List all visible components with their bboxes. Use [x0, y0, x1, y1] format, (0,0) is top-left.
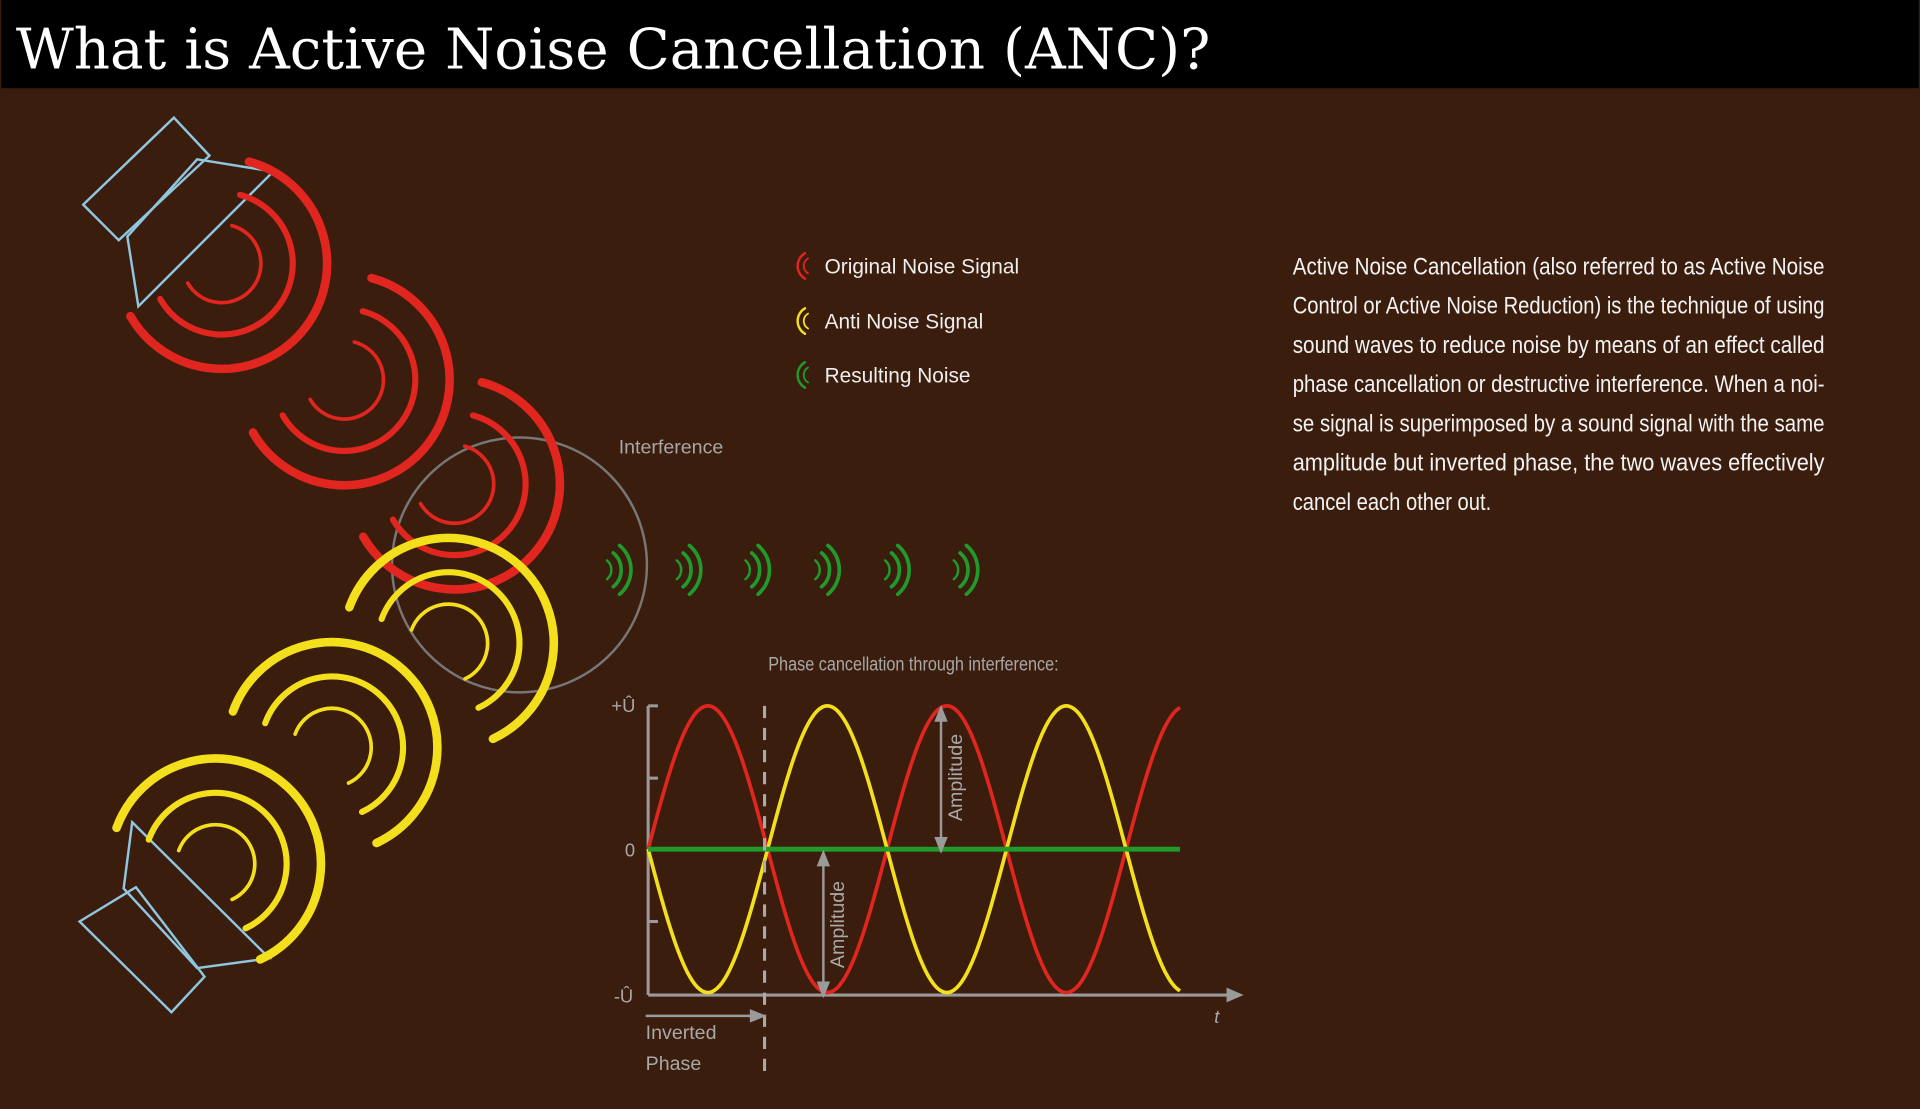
- amplitude-label-upper: Amplitude: [945, 734, 967, 821]
- speaker-top-icon: [81, 115, 276, 309]
- inverted-phase-label-1: Inverted: [646, 1022, 717, 1044]
- resulting-noise-wave-arc: [605, 559, 613, 581]
- legend-wave-icon: [796, 307, 807, 336]
- legend-wave-icon: [796, 361, 807, 389]
- resulting-noise-wave-arc: [687, 543, 703, 597]
- x-axis-label: t: [1214, 1006, 1220, 1027]
- legend-label-result: Resulting Noise: [825, 364, 971, 387]
- description-paragraph: Active Noise Cancellation (also referred…: [1293, 253, 1825, 515]
- amplitude-arrow-upper: [934, 704, 948, 854]
- resulting-noise-wave-arc: [675, 559, 683, 581]
- y-tick-zero: 0: [625, 840, 635, 861]
- resulting-noise-wave-arc: [744, 559, 752, 581]
- original-noise-wave-arc: [185, 223, 263, 305]
- resulting-noise-wave-arc: [895, 543, 911, 597]
- legend-wave-icon: [802, 366, 809, 384]
- anti-noise-wave-arc: [378, 569, 523, 711]
- legend: Original Noise Signal Anti Noise Signal …: [796, 251, 1019, 389]
- resulting-noise-wave-arc: [611, 551, 624, 589]
- resulting-noise-wave-arc: [958, 551, 970, 589]
- amplitude-label-lower: Amplitude: [827, 881, 849, 968]
- anti-noise-wave: [646, 703, 1182, 995]
- description-line: phase cancellation or destructive interf…: [1293, 371, 1825, 398]
- inverted-phase-arrow: [645, 1009, 767, 1023]
- amplitude-arrow-lower: [816, 849, 831, 999]
- description-line: Active Noise Cancellation (also referred…: [1293, 253, 1825, 280]
- original-noise-wave: [646, 703, 1182, 995]
- original-noise-wave-arc: [248, 273, 454, 490]
- waveform-diagram: Phase cancellation through interference:…: [611, 653, 1244, 1075]
- interference-label: Interference: [619, 436, 724, 458]
- description-line: amplitude but inverted phase, the two wa…: [1293, 450, 1825, 477]
- anti-noise-wave-arc: [112, 754, 326, 964]
- header-bar: [1, 0, 1919, 89]
- original-noise-wave-arc: [279, 308, 419, 454]
- original-noise-wave-arc: [389, 412, 529, 559]
- anti-noise-wave-arc: [176, 822, 257, 902]
- x-axis: [648, 987, 1244, 1003]
- resulting-noise-wave-arc: [756, 543, 772, 597]
- sound-waves: [112, 157, 980, 964]
- anti-noise-wave-arc: [228, 637, 442, 848]
- legend-wave-icon: [802, 312, 809, 330]
- anti-noise-wave-arc: [145, 789, 290, 932]
- description-line: sound waves to reduce noise by means of …: [1293, 332, 1825, 359]
- resulting-noise-wave-arc: [889, 551, 902, 589]
- original-noise-wave-arc: [418, 444, 496, 526]
- arrow-head-icon: [1226, 987, 1244, 1003]
- resulting-noise-wave-arc: [681, 551, 693, 589]
- resulting-noise-wave-arc: [749, 551, 762, 589]
- description-line: cancel each other out.: [1293, 489, 1492, 516]
- y-tick-min: -Û: [614, 985, 633, 1006]
- legend-wave-icon: [796, 251, 807, 280]
- resulting-noise-wave-arc: [617, 543, 633, 597]
- page-title: What is Active Noise Cancellation (ANC)?: [16, 18, 1211, 83]
- legend-wave-icon: [802, 257, 809, 275]
- original-noise-wave-arc: [157, 191, 296, 338]
- original-noise-wave-arc: [358, 377, 565, 594]
- inverted-phase-label-2: Phase: [646, 1053, 702, 1075]
- resulting-noise-wave-arc: [819, 551, 832, 589]
- legend-label-anti: Anti Noise Signal: [825, 310, 984, 333]
- anti-noise-wave-arc: [345, 533, 559, 744]
- description-line: se signal is superimposed by a sound sig…: [1293, 410, 1825, 437]
- description-line: Control or Active Noise Reduction) is th…: [1293, 293, 1825, 320]
- resulting-noise-wave-arc: [883, 559, 891, 581]
- original-noise-wave-arc: [126, 157, 332, 374]
- legend-label-original: Original Noise Signal: [825, 255, 1019, 278]
- anti-noise-wave-arc: [293, 706, 373, 785]
- resulting-noise-wave-arc: [964, 543, 980, 597]
- resulting-noise-wave-arc: [826, 543, 842, 597]
- anti-noise-wave-arc: [262, 673, 407, 815]
- resulting-noise-wave-arc: [952, 559, 960, 581]
- original-noise-wave-arc: [308, 340, 386, 421]
- resulting-noise-wave-arc: [814, 559, 821, 581]
- waveform-title: Phase cancellation through interference:: [768, 653, 1058, 675]
- y-tick-max: +Û: [611, 695, 635, 716]
- anti-noise-wave-arc: [409, 602, 490, 681]
